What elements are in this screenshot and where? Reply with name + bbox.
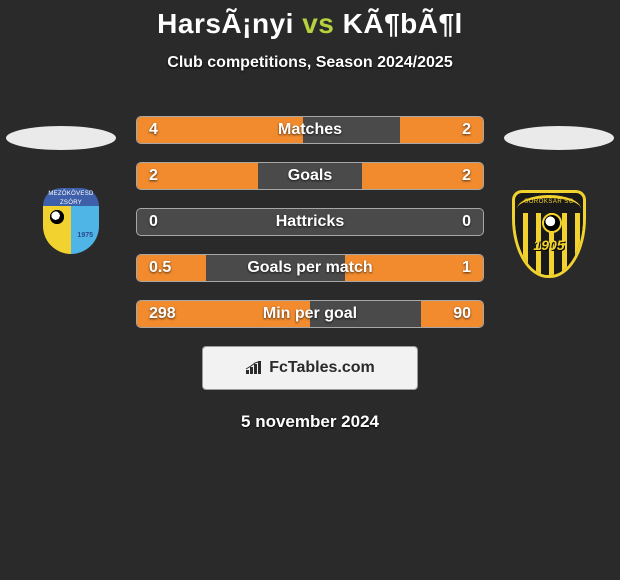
subtitle: Club competitions, Season 2024/2025 bbox=[0, 54, 620, 72]
shield-name: SOROKSÁR SC bbox=[517, 195, 581, 209]
stat-label: Matches bbox=[137, 117, 483, 143]
soccer-ball-icon bbox=[542, 213, 562, 233]
crest-name: MEZŐKÖVESD ZSÓRY bbox=[43, 188, 99, 206]
crest-half-left bbox=[43, 206, 71, 254]
bar-chart-icon bbox=[245, 361, 263, 375]
crest-body: 1975 bbox=[43, 206, 99, 254]
stats-table: 42Matches 22Goals 00Hattricks 0.51Goals per… bbox=[136, 116, 484, 328]
player1-name: HarsÃ¡nyi bbox=[157, 8, 294, 39]
stat-row: 00Hattricks bbox=[136, 208, 484, 236]
page-title: HarsÃ¡nyi vs KÃ¶bÃ¶l bbox=[0, 8, 620, 40]
team-logo-left: MEZŐKÖVESD ZSÓRY 1975 bbox=[26, 178, 116, 268]
stat-label: Min per goal bbox=[137, 301, 483, 327]
stat-row: 22Goals bbox=[136, 162, 484, 190]
soccer-ball-icon bbox=[50, 210, 64, 224]
crest-name-top: MEZŐKÖVESD bbox=[48, 191, 93, 197]
crest-year: 1975 bbox=[77, 232, 93, 239]
comparison-card: HarsÃ¡nyi vs KÃ¶bÃ¶l Club competitions, … bbox=[0, 0, 620, 432]
team-logo-right: SOROKSÁR SC 1905 bbox=[504, 190, 594, 280]
vs-label: vs bbox=[302, 8, 334, 39]
player2-name: KÃ¶bÃ¶l bbox=[343, 8, 463, 39]
stat-label: Goals bbox=[137, 163, 483, 189]
shadow-ellipse-left bbox=[6, 126, 116, 150]
crest-half-right: 1975 bbox=[71, 206, 99, 254]
shadow-ellipse-right bbox=[504, 126, 614, 150]
shield-year: 1905 bbox=[515, 237, 583, 253]
stat-row: 0.51Goals per match bbox=[136, 254, 484, 282]
stat-label: Goals per match bbox=[137, 255, 483, 281]
crest-left: MEZŐKÖVESD ZSÓRY 1975 bbox=[43, 188, 99, 258]
date-label: 5 november 2024 bbox=[0, 412, 620, 432]
crest-right: SOROKSÁR SC 1905 bbox=[512, 190, 586, 278]
stat-label: Hattricks bbox=[137, 209, 483, 235]
brand-text: FcTables.com bbox=[269, 359, 375, 377]
stat-row: 29890Min per goal bbox=[136, 300, 484, 328]
stat-row: 42Matches bbox=[136, 116, 484, 144]
brand-box[interactable]: FcTables.com bbox=[202, 346, 418, 390]
